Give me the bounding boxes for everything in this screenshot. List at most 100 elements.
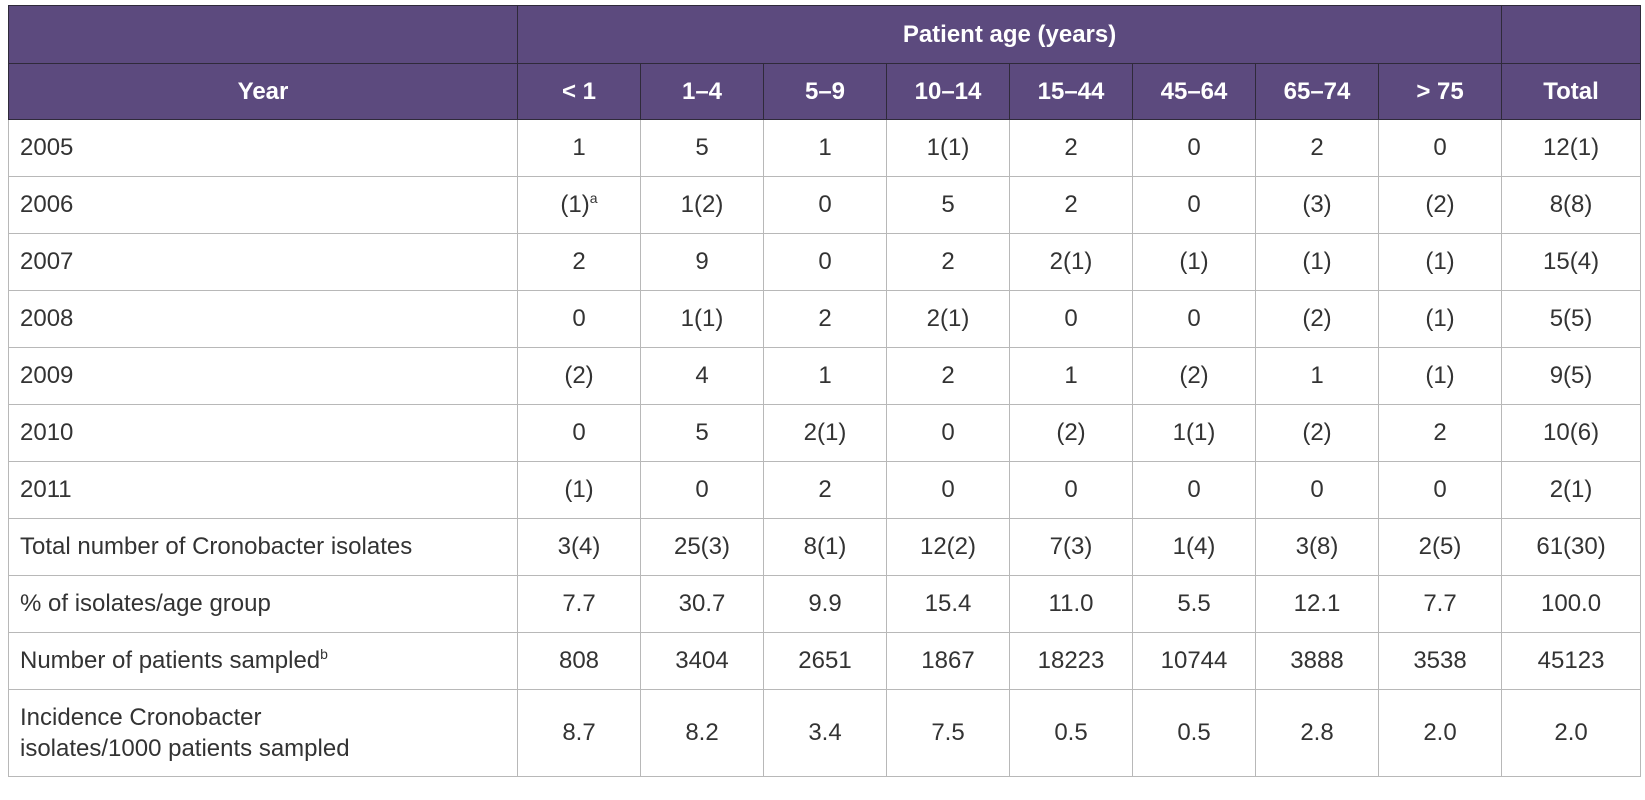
table-cell: 1(1) xyxy=(1132,404,1256,462)
header-total: Total xyxy=(1501,63,1642,120)
table-cell: 8.7 xyxy=(517,689,641,777)
table-cell: 2(1) xyxy=(1009,233,1133,291)
table-cell: 5 xyxy=(640,404,764,462)
table-row-2009: 2009 (2) 4 1 2 1 (2) 1 (1) 9(5) xyxy=(8,347,1642,405)
table-cell: (2) xyxy=(517,347,641,405)
footnote-marker-b: b xyxy=(320,646,328,662)
row-total: 45123 xyxy=(1501,632,1642,690)
table-cell: 808 xyxy=(517,632,641,690)
row-label: 2010 xyxy=(8,404,518,462)
table-cell: 3(8) xyxy=(1255,518,1379,576)
table-cell: 2 xyxy=(763,461,887,519)
table-cell: 1(4) xyxy=(1132,518,1256,576)
table-cell: 9 xyxy=(640,233,764,291)
table-cell: 7(3) xyxy=(1009,518,1133,576)
table-cell: 2 xyxy=(1377,404,1503,462)
table-cell: 2.0 xyxy=(1377,689,1503,777)
table-container: Patient age (years) Year < 1 1–4 5–9 10–… xyxy=(8,5,1642,777)
table-cell: 5 xyxy=(886,176,1010,234)
row-total: 100.0 xyxy=(1501,575,1642,633)
table-cell: 4 xyxy=(640,347,764,405)
table-cell: 2 xyxy=(1255,119,1379,177)
header-age-lt1: < 1 xyxy=(517,63,641,120)
table-cell-with-footnote: (1)a xyxy=(517,176,641,234)
table-cell: (2) xyxy=(1377,176,1503,234)
table-cell: 1 xyxy=(1255,347,1379,405)
table-cell: 2(1) xyxy=(763,404,887,462)
table-cell: 0.5 xyxy=(1132,689,1256,777)
table-cell: (3) xyxy=(1255,176,1379,234)
table-cell: 10744 xyxy=(1132,632,1256,690)
table-cell: 1 xyxy=(763,347,887,405)
table-cell: 8(1) xyxy=(763,518,887,576)
row-label: 2006 xyxy=(8,176,518,234)
table-cell: 1 xyxy=(517,119,641,177)
table-cell: (2) xyxy=(1255,290,1379,348)
table-cell: (1) xyxy=(1255,233,1379,291)
table-cell: 3404 xyxy=(640,632,764,690)
table-header: Patient age (years) Year < 1 1–4 5–9 10–… xyxy=(8,5,1642,120)
table-cell: 12(2) xyxy=(886,518,1010,576)
table-cell: 18223 xyxy=(1009,632,1133,690)
row-label-multiline: Incidence Cronobacter isolates/1000 patie… xyxy=(8,689,518,777)
row-total: 12(1) xyxy=(1501,119,1642,177)
table-row-patients-sampled: Number of patients sampledb 808 3404 265… xyxy=(8,632,1642,690)
table-cell: 2.8 xyxy=(1255,689,1379,777)
table-cell: 5.5 xyxy=(1132,575,1256,633)
table-cell: (2) xyxy=(1009,404,1133,462)
table-cell: 0 xyxy=(1132,119,1256,177)
table-cell: 2(1) xyxy=(886,290,1010,348)
table-cell: (2) xyxy=(1132,347,1256,405)
table-cell: 1(2) xyxy=(640,176,764,234)
table-cell: 2 xyxy=(517,233,641,291)
table-cell: (1) xyxy=(1377,233,1503,291)
table-cell: 0 xyxy=(517,290,641,348)
table-row-2005: 2005 1 5 1 1(1) 2 0 2 0 12(1) xyxy=(8,119,1642,177)
row-label: 2008 xyxy=(8,290,518,348)
table-cell: 2 xyxy=(1009,176,1133,234)
table-cell: 11.0 xyxy=(1009,575,1133,633)
table-row-2011: 2011 (1) 0 2 0 0 0 0 0 2(1) xyxy=(8,461,1642,519)
table-cell: 0 xyxy=(1132,176,1256,234)
row-label: Total number of Cronobacter isolates xyxy=(8,518,518,576)
table-row-2006: 2006 (1)a 1(2) 0 5 2 0 (3) (2) 8(8) xyxy=(8,176,1642,234)
table-cell: 0 xyxy=(1132,461,1256,519)
table-row-total-isolates: Total number of Cronobacter isolates 3(4… xyxy=(8,518,1642,576)
table-cell: 7.5 xyxy=(886,689,1010,777)
footnote-marker-a: a xyxy=(589,190,598,206)
table-cell: (2) xyxy=(1255,404,1379,462)
table-cell: 0 xyxy=(886,461,1010,519)
table-cell: 2 xyxy=(886,347,1010,405)
table-cell: 0 xyxy=(763,176,887,234)
table-cell: 9.9 xyxy=(763,575,887,633)
table-cell: 0 xyxy=(640,461,764,519)
header-age-15-44: 15–44 xyxy=(1009,63,1133,120)
row-label: % of isolates/age group xyxy=(8,575,518,633)
row-total: 10(6) xyxy=(1501,404,1642,462)
header-blank-left xyxy=(8,5,518,64)
header-age-1-4: 1–4 xyxy=(640,63,764,120)
table-body: 2005 1 5 1 1(1) 2 0 2 0 12(1) 2006 (1)a … xyxy=(8,119,1642,777)
table-cell: 1 xyxy=(763,119,887,177)
table-row-percent-isolates: % of isolates/age group 7.7 30.7 9.9 15.… xyxy=(8,575,1642,633)
table-cell: 3(4) xyxy=(517,518,641,576)
table-cell: 0 xyxy=(1377,119,1503,177)
row-total: 2.0 xyxy=(1501,689,1642,777)
row-label: 2005 xyxy=(8,119,518,177)
row-total: 2(1) xyxy=(1501,461,1642,519)
table-cell: 2651 xyxy=(763,632,887,690)
table-cell: 0 xyxy=(517,404,641,462)
row-total: 61(30) xyxy=(1501,518,1642,576)
table-cell: 0 xyxy=(886,404,1010,462)
table-cell: 8.2 xyxy=(640,689,764,777)
row-total: 8(8) xyxy=(1501,176,1642,234)
table-cell: 30.7 xyxy=(640,575,764,633)
row-label: Number of patients sampled xyxy=(20,647,321,674)
table-cell: 2 xyxy=(763,290,887,348)
header-age-10-14: 10–14 xyxy=(886,63,1010,120)
table-cell: 25(3) xyxy=(640,518,764,576)
row-label-line-1: Incidence Cronobacter xyxy=(20,704,262,731)
table-row-incidence: Incidence Cronobacter isolates/1000 patie… xyxy=(8,689,1642,777)
table-cell: 0.5 xyxy=(1009,689,1133,777)
table-cell: 1(1) xyxy=(640,290,764,348)
